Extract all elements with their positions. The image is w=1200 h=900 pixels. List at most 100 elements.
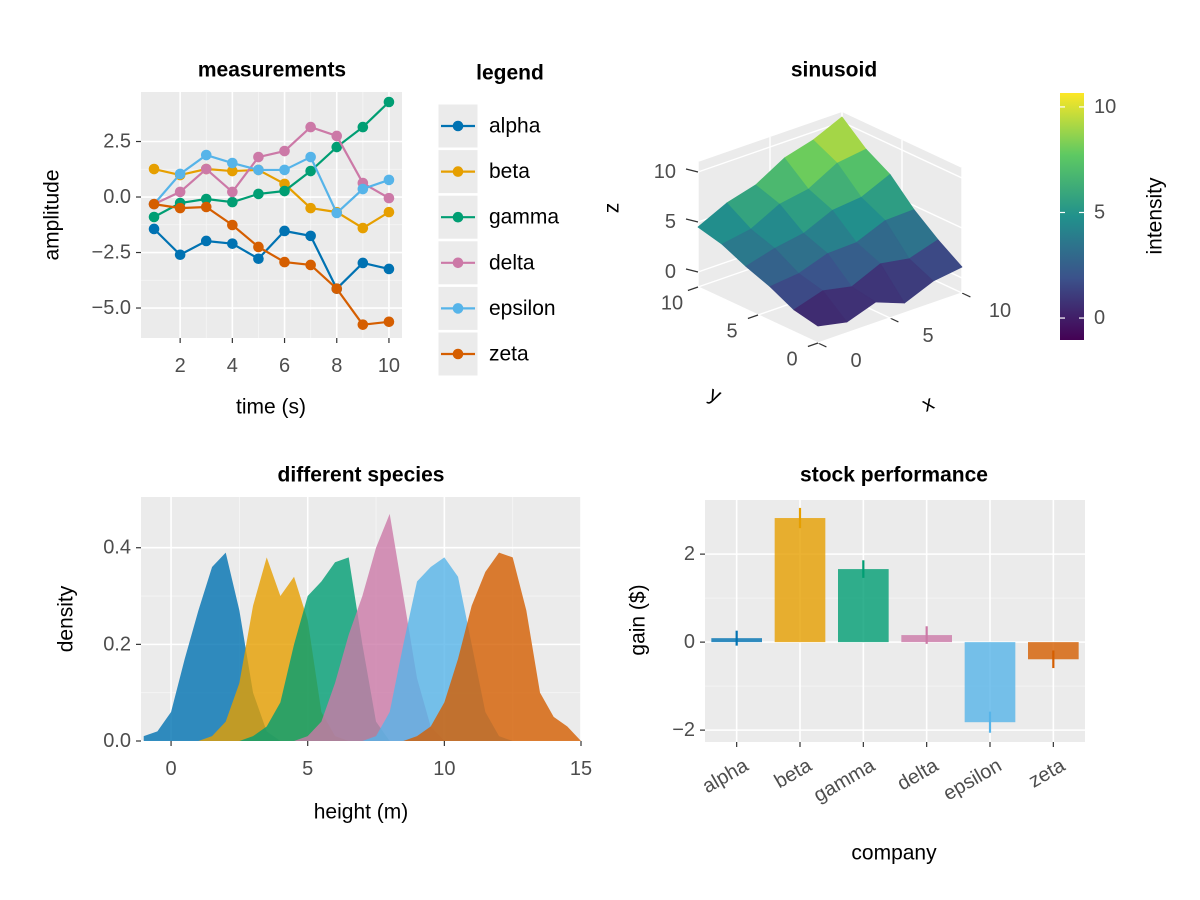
y-tick-label: 10 bbox=[661, 293, 683, 315]
data-line bbox=[153, 125, 390, 206]
data-point bbox=[174, 249, 186, 261]
colorbar-title: intensity bbox=[1144, 177, 1167, 255]
data-point bbox=[200, 193, 212, 205]
x-tick-label: gamma bbox=[810, 754, 880, 807]
data-point bbox=[279, 164, 290, 176]
z-axis-title: z bbox=[601, 203, 624, 214]
data-point bbox=[383, 174, 395, 186]
data-line bbox=[153, 167, 390, 230]
y-tick-label: 5 bbox=[726, 321, 737, 343]
z-tick-mark bbox=[685, 168, 699, 173]
x-tick-label: epsilon bbox=[940, 754, 1006, 805]
chart-title: different species bbox=[278, 464, 445, 487]
data-point bbox=[253, 151, 264, 163]
y-axis-title: y bbox=[705, 382, 725, 407]
y-tick-mark bbox=[687, 286, 699, 292]
colorbar-tick-label: 0 bbox=[1094, 307, 1105, 329]
bar bbox=[964, 642, 1016, 723]
legend-label: alpha bbox=[489, 115, 541, 138]
data-line bbox=[153, 153, 390, 215]
data-line bbox=[153, 101, 390, 218]
data-point bbox=[148, 211, 160, 223]
density-area bbox=[143, 513, 582, 741]
legend-key-point bbox=[452, 120, 464, 132]
x-tick-label: 2 bbox=[175, 355, 186, 377]
data-point bbox=[200, 163, 212, 175]
surface-patch bbox=[793, 290, 848, 327]
data-point bbox=[227, 157, 238, 169]
y-tick-label: 2 bbox=[684, 543, 695, 565]
grid-line bbox=[841, 121, 963, 179]
data-point bbox=[357, 222, 369, 234]
data-point bbox=[174, 186, 186, 198]
data-point bbox=[331, 283, 343, 295]
y-tick-label: 0.2 bbox=[103, 633, 131, 655]
x-tick-label: 15 bbox=[570, 758, 592, 780]
chart-title: stock performance bbox=[800, 464, 988, 487]
x-tick-mark bbox=[961, 292, 971, 298]
data-point bbox=[331, 130, 343, 142]
x-tick-label: delta bbox=[894, 754, 943, 795]
x-tick-mark bbox=[817, 342, 827, 348]
legend-key-point bbox=[452, 348, 464, 360]
legend-label: delta bbox=[489, 251, 535, 274]
data-point bbox=[305, 121, 316, 133]
density-area bbox=[143, 557, 582, 741]
data-point bbox=[253, 188, 264, 200]
data-point bbox=[227, 196, 238, 208]
x-tick-label: 4 bbox=[227, 355, 238, 377]
z-tick-label: 5 bbox=[665, 211, 676, 233]
data-point bbox=[227, 219, 238, 231]
y-tick-label: 0.0 bbox=[103, 186, 131, 208]
data-point bbox=[253, 253, 264, 265]
data-point bbox=[357, 121, 369, 133]
data-point bbox=[174, 168, 186, 180]
data-point bbox=[279, 225, 290, 237]
panel-background bbox=[141, 92, 402, 338]
data-point bbox=[253, 164, 264, 176]
y-axis-title: amplitude bbox=[41, 169, 64, 260]
colorbar-tick-label: 10 bbox=[1094, 96, 1116, 118]
x-tick-label: 5 bbox=[922, 325, 933, 347]
x-tick-label: 0 bbox=[850, 350, 861, 372]
data-point bbox=[174, 202, 186, 214]
bar bbox=[838, 569, 889, 643]
legend-label: gamma bbox=[489, 206, 559, 229]
data-point bbox=[383, 316, 395, 328]
x-tick-mark bbox=[889, 317, 899, 323]
data-point bbox=[305, 165, 316, 177]
legend-label: zeta bbox=[489, 343, 529, 366]
data-line bbox=[153, 203, 390, 326]
x-axis-title: height (m) bbox=[314, 801, 409, 824]
legend-label: beta bbox=[489, 160, 530, 183]
data-point bbox=[383, 206, 395, 218]
x-tick-label: zeta bbox=[1025, 754, 1069, 792]
data-point bbox=[383, 96, 395, 108]
z-tick-mark bbox=[685, 268, 699, 273]
x-tick-label: alpha bbox=[699, 754, 753, 798]
data-point bbox=[357, 183, 369, 195]
density-area bbox=[143, 552, 582, 741]
data-point bbox=[227, 186, 238, 198]
y-tick-label: 0.0 bbox=[103, 730, 131, 752]
data-point bbox=[279, 185, 290, 197]
y-tick-label: −5.0 bbox=[92, 297, 131, 319]
grid-line bbox=[817, 292, 963, 344]
legend-key-point bbox=[452, 257, 464, 269]
x-axis-title: time (s) bbox=[236, 396, 306, 419]
z-tick-label: 10 bbox=[654, 161, 676, 183]
data-point bbox=[383, 263, 395, 275]
y-axis-title: density bbox=[55, 585, 78, 652]
y-tick-label: 2.5 bbox=[103, 131, 131, 153]
x-tick-label: 0 bbox=[165, 758, 176, 780]
legend-label: epsilon bbox=[489, 297, 556, 320]
data-point bbox=[305, 151, 316, 163]
y-tick-mark bbox=[747, 314, 759, 320]
chart-title: sinusoid bbox=[791, 59, 877, 82]
z-tick-mark bbox=[685, 218, 699, 223]
grid-line bbox=[697, 121, 843, 173]
data-point bbox=[331, 141, 343, 153]
panel-background bbox=[705, 500, 1085, 742]
bar bbox=[774, 518, 826, 643]
